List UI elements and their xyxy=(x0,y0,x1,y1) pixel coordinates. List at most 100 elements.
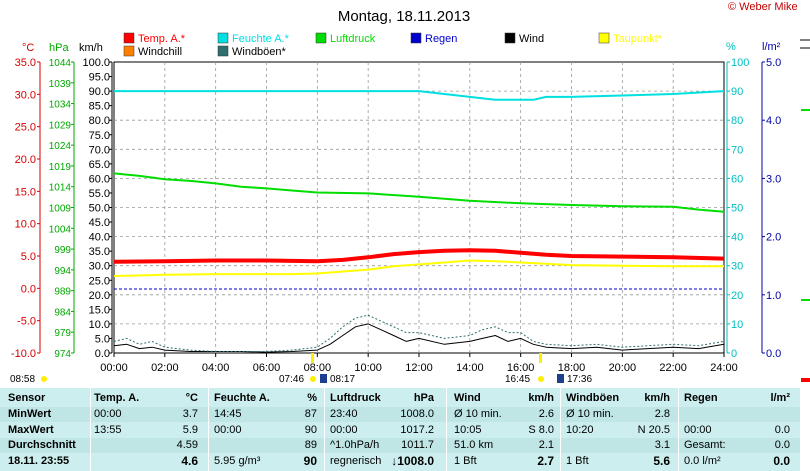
percent-axis-tick-label: 70 xyxy=(731,144,743,156)
rain-axis-tick-label: 5.0 xyxy=(766,57,781,69)
stats-cell: 5.6 xyxy=(653,453,670,468)
unit-hpa: hPa xyxy=(49,42,69,54)
stats-cell: 1017.2 xyxy=(400,423,434,436)
moon-icon xyxy=(320,374,327,383)
hpa-axis-tick-label: 1019 xyxy=(49,162,72,173)
stats-cell: 90 xyxy=(303,453,317,468)
degc-axis-tick-label: 25.0 xyxy=(15,122,36,134)
x-tick-label: 08:00 xyxy=(304,362,332,374)
hpa-axis-tick-label: 1034 xyxy=(49,100,72,111)
hpa-axis-tick-label: 1029 xyxy=(49,120,72,131)
legend-swatch xyxy=(315,32,327,44)
hpa-axis-tick-label: 1039 xyxy=(49,79,72,90)
grid xyxy=(113,61,725,354)
stats-cell: MinWert xyxy=(8,408,52,420)
stats-cell: 5.9 xyxy=(182,423,198,436)
series-line xyxy=(113,259,724,277)
series-layer xyxy=(113,90,725,353)
percent-axis-tick-label: 40 xyxy=(731,232,743,244)
stats-cell: °C xyxy=(185,392,198,404)
stats-cell: MaxWert xyxy=(8,423,54,436)
percent-axis-tick-label: 50 xyxy=(731,203,743,215)
chart-title: Montag, 18.11.2013 xyxy=(338,8,470,25)
x-tick-label: 04:00 xyxy=(202,362,230,374)
kmh-axis-tick-label: 95.0 xyxy=(89,72,110,84)
stats-cell: 1011.7 xyxy=(401,439,434,451)
stats-cell: Gesamt: xyxy=(684,439,726,451)
stats-column-separator xyxy=(208,388,209,471)
stats-column-separator xyxy=(560,388,561,471)
degc-axis-tick-label: 10.0 xyxy=(15,219,36,231)
hpa-axis-tick-label: 999 xyxy=(54,245,71,256)
kmh-axis-tick-label: 40.0 xyxy=(89,232,110,244)
stats-cell: 00:00 xyxy=(94,408,122,420)
stats-row: MinWert 00:00 3.7 14:45 87 23:40 1008.0 Ø 10 mi… xyxy=(0,407,800,422)
degc-axis-tick-label: -5.0 xyxy=(17,316,36,328)
kmh-axis-tick-label: 90.0 xyxy=(89,86,110,98)
kmh-axis-tick-label: 0.0 xyxy=(95,348,110,360)
x-tick-label: 06:00 xyxy=(253,362,281,374)
sun-left-time: 08:58 xyxy=(10,374,35,385)
x-tick-label: 10:00 xyxy=(354,362,382,374)
stats-column-separator xyxy=(90,388,91,471)
sun-icon xyxy=(310,376,316,382)
legend-label: Temp. A.* xyxy=(138,33,186,45)
stats-cell: 0.0 l/m² xyxy=(684,454,721,467)
x-tick-label: 24:00 xyxy=(710,362,738,374)
moon-icon xyxy=(557,374,564,383)
stats-cell: Wind xyxy=(454,392,481,404)
weather-chart: Montag, 18.11.2013 Temp. A.* Feuchte A.* L… xyxy=(10,8,810,385)
rain-axis-tick-label: 4.0 xyxy=(766,115,781,127)
series-line xyxy=(113,323,725,353)
stats-cell: 2.6 xyxy=(538,408,554,420)
stats-cell: Temp. A. xyxy=(94,392,140,404)
sunset-time-2: 17:36 xyxy=(567,374,592,385)
hpa-axis-tick-label: 1009 xyxy=(49,204,72,215)
stats-cell: 18.11. 23:55 xyxy=(8,454,70,467)
stats-cell: Windböen xyxy=(566,392,620,404)
stats-cell: S 8.0 xyxy=(528,423,554,436)
sunset-marker xyxy=(539,353,542,363)
degc-axis-tick-label: 0.0 xyxy=(21,283,36,295)
stats-cell: 2.7 xyxy=(537,453,554,468)
copyright: © Weber Mike xyxy=(728,1,798,13)
rain-axis-tick-label: 2.0 xyxy=(766,232,781,244)
rain-axis-tick-label: 0.0 xyxy=(766,348,781,360)
legend-label: Regen xyxy=(425,33,457,45)
stats-cell: 1 Bft xyxy=(454,454,477,467)
percent-axis-tick-label: 0 xyxy=(731,348,737,360)
stats-cell: 89 xyxy=(304,439,317,451)
stats-cell: 4.59 xyxy=(176,439,198,451)
kmh-axis-tick-label: 55.0 xyxy=(89,188,110,200)
legend-swatch xyxy=(123,45,135,57)
stats-cell: ^1.0hPa/h xyxy=(330,439,380,451)
stats-header-row: Sensor Temp. A. °C Feuchte A.% Luftdruck hPa W… xyxy=(0,391,800,406)
legend-label: Taupunkt* xyxy=(613,33,663,45)
hpa-axis-tick-label: 989 xyxy=(54,287,71,298)
kmh-axis-tick-label: 60.0 xyxy=(89,173,110,185)
sunrise-marker xyxy=(311,353,314,363)
stats-column-separator xyxy=(678,388,679,471)
hpa-axis-tick-label: 974 xyxy=(54,349,71,360)
degc-axis-tick-label: 15.0 xyxy=(15,186,36,198)
legend-label: Feuchte A.* xyxy=(232,33,290,45)
stats-cell: 4.6 xyxy=(181,453,198,468)
rain-axis-tick-label: 1.0 xyxy=(766,290,781,302)
sunrise-time-2: 08:17 xyxy=(330,374,355,385)
degc-axis-tick-label: 35.0 xyxy=(15,57,36,69)
stats-cell: 10:05 xyxy=(454,423,482,436)
x-tick-label: 14:00 xyxy=(456,362,484,374)
unit-degc: °C xyxy=(22,42,34,54)
kmh-axis-tick-label: 75.0 xyxy=(89,130,110,142)
stats-cell: Sensor xyxy=(8,392,46,404)
sun-icon xyxy=(538,376,544,382)
stats-cell: 3.1 xyxy=(654,439,670,451)
stats-cell: Ø 10 min. xyxy=(454,408,502,420)
sun-icon xyxy=(41,376,47,382)
kmh-axis-tick-label: 20.0 xyxy=(89,290,110,302)
degc-axis-tick-label: -10.0 xyxy=(11,348,36,360)
percent-axis-tick-label: 30 xyxy=(731,261,743,273)
sun-markers: 08:58 07:46 08:17 16:45 17:36 xyxy=(10,39,810,385)
percent-axis-tick-label: 90 xyxy=(731,86,743,98)
kmh-axis-tick-label: 10.0 xyxy=(89,319,110,331)
